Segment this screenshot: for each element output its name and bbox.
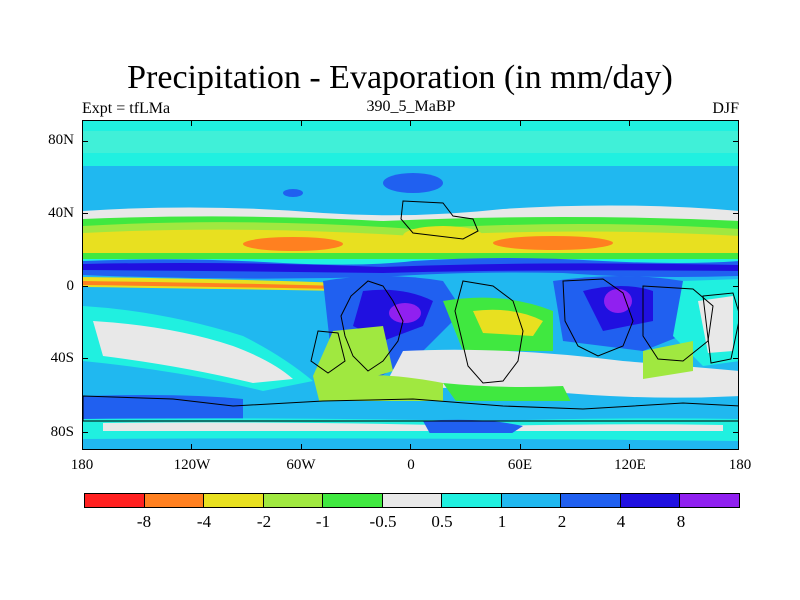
colorbar-label: 4 (616, 512, 626, 531)
colorbar-label: -4 (196, 512, 212, 531)
colorbar-swatch (263, 494, 324, 507)
time-label: 390_5_MaBP (366, 98, 456, 115)
lon-label-60e: 60E (507, 457, 533, 473)
lon-label-60w: 60W (286, 457, 316, 473)
colorbar-swatch (561, 494, 621, 507)
precip-evap-map (82, 120, 739, 450)
colorbar-label: 0.5 (431, 512, 453, 531)
colorbar-label: 2 (557, 512, 567, 531)
season-label: DJF (712, 100, 739, 117)
lat-label-40n: 40N (48, 205, 74, 221)
colorbar-swatch (382, 494, 443, 507)
colorbar-label: 1 (497, 512, 507, 531)
colorbar-swatch (144, 494, 205, 507)
colorbar-label: -0.5 (369, 512, 397, 531)
colorbar-label: 8 (676, 512, 686, 531)
lat-label-40s: 40S (50, 350, 74, 366)
colorbar-swatch (204, 494, 264, 507)
experiment-label: Expt = tfLMa (82, 100, 171, 117)
lon-label-0: 0 (407, 457, 415, 473)
colorbar-label: -2 (256, 512, 272, 531)
colorbar-label: -1 (315, 512, 331, 531)
lat-label-80s: 80S (50, 424, 74, 440)
lon-label-120w: 120W (173, 457, 211, 473)
colorbar-swatch (85, 494, 145, 507)
lon-label-180w: 180 (70, 457, 94, 473)
plot-title: Precipitation - Evaporation (in mm/day) (127, 59, 673, 96)
colorbar-label: -8 (136, 512, 152, 531)
lat-label-80n: 80N (48, 132, 74, 148)
colorbar (84, 493, 740, 508)
lon-label-180e: 180 (728, 457, 752, 473)
colorbar-swatch (620, 494, 681, 507)
colorbar-swatch (501, 494, 562, 507)
lat-label-eq: 0 (66, 278, 75, 294)
colorbar-swatch (442, 494, 502, 507)
lon-label-120e: 120E (614, 457, 646, 473)
colorbar-swatch (323, 494, 383, 507)
colorbar-swatch (680, 494, 740, 507)
